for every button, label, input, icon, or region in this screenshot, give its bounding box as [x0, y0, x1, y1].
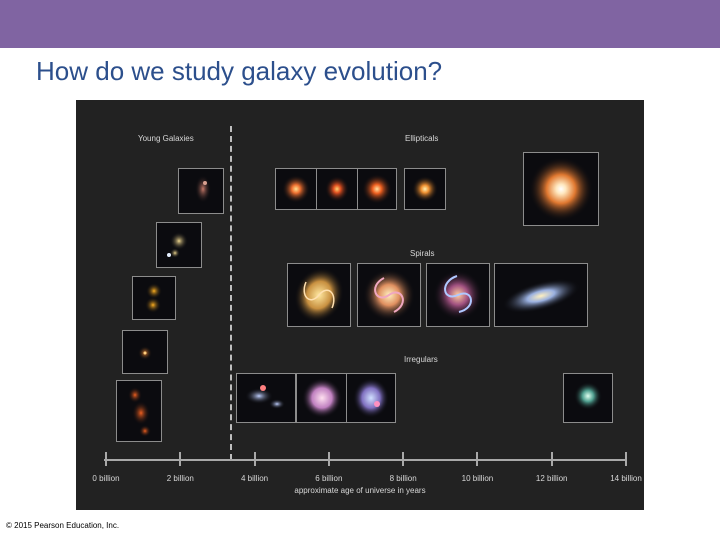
axis-tick-label: 14 billion: [610, 474, 642, 483]
ellipticals-label: Ellipticals: [405, 134, 439, 143]
young-galaxy-image: [122, 330, 168, 374]
irregular-galaxy-image: [563, 373, 613, 423]
axis-tick-label: 6 billion: [315, 474, 343, 483]
young-galaxy-image: [178, 168, 224, 214]
spiral-galaxy-image: [287, 263, 351, 327]
elliptical-galaxy-image: [404, 168, 446, 210]
spiral-galaxy-image: [494, 263, 588, 327]
elliptical-galaxy-image: [523, 152, 599, 226]
elliptical-galaxy-image: [316, 168, 358, 210]
axis-tick: [476, 452, 479, 466]
axis-title: approximate age of universe in years: [294, 486, 426, 495]
axis-tick: [179, 452, 182, 466]
axis-tick-label: 8 billion: [389, 474, 417, 483]
axis-tick-label: 4 billion: [240, 474, 269, 483]
axis-tick: [105, 452, 107, 466]
spiral-galaxy-image: [357, 263, 421, 327]
slide-title: How do we study galaxy evolution?: [36, 56, 443, 86]
axis-tick: [402, 452, 405, 466]
axis-tick: [625, 452, 627, 466]
irregular-galaxy-image: [296, 373, 348, 423]
elliptical-galaxy-image: [357, 168, 397, 210]
young-galaxies-label: Young Galaxies: [138, 134, 194, 143]
spirals-label: Spirals: [410, 249, 435, 258]
young-galaxy-image: [156, 222, 202, 268]
elliptical-galaxy-image: [275, 168, 317, 210]
irregulars-label: Irregulars: [404, 355, 438, 364]
timeline-axis: [104, 459, 626, 461]
young-galaxy-image: [132, 276, 176, 320]
axis-tick-label: 12 billion: [535, 474, 568, 483]
title-bar: [0, 0, 720, 48]
axis-tick: [253, 452, 256, 466]
copyright-notice: © 2015 Pearson Education, Inc.: [6, 521, 120, 530]
irregular-galaxy-image: [346, 373, 396, 423]
galaxy-evolution-figure: Young Galaxies Ellipticals Spirals Irreg…: [76, 100, 644, 510]
axis-tick-label: 10 billion: [461, 474, 494, 483]
axis-tick: [327, 452, 330, 466]
axis-tick-label: 0 billion: [92, 474, 120, 483]
axis-tick: [550, 452, 553, 466]
young-galaxy-image: [116, 380, 162, 442]
spiral-galaxy-image: [426, 263, 490, 327]
divider-line: [230, 126, 232, 460]
irregular-galaxy-image: [236, 373, 296, 423]
axis-tick-label: 2 billion: [166, 474, 194, 483]
